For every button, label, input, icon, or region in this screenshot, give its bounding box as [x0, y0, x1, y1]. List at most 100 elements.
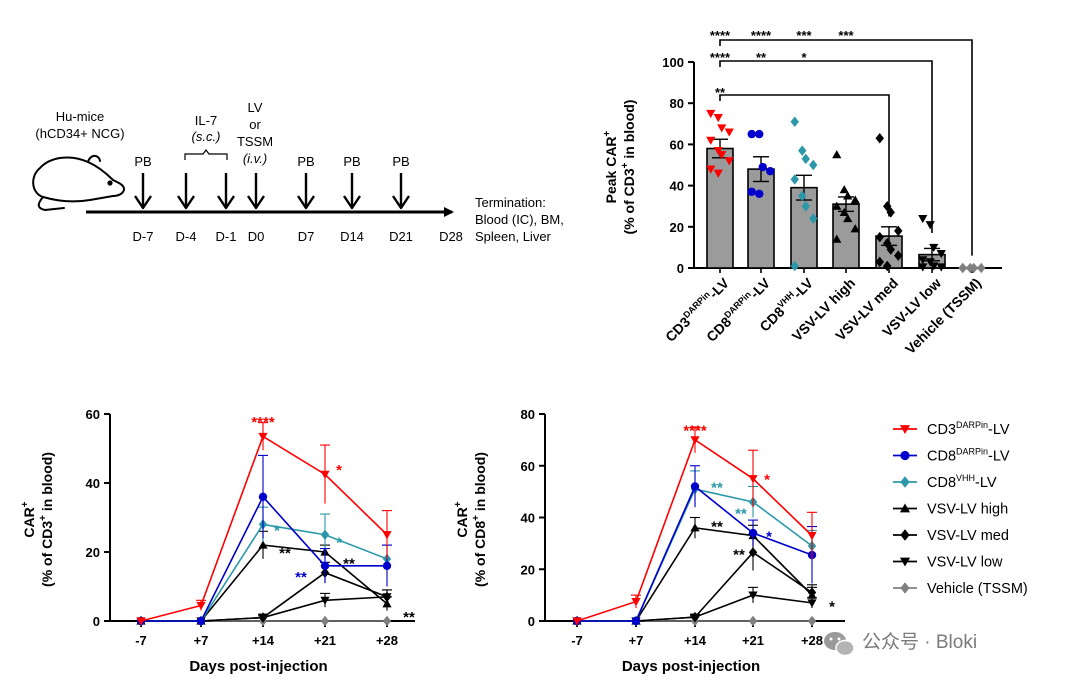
- watermark: 公众号 · Bloki: [824, 631, 977, 657]
- legend: CD3DARPin-LV CD8DARPin-LV CD8VHH-LV VSV-LV …: [893, 420, 1028, 597]
- series-point: [382, 599, 392, 608]
- line-x-tick-label: +7: [629, 633, 644, 648]
- bar-data-point: [918, 256, 928, 265]
- significance-bracket: [719, 94, 890, 217]
- significance-stars: **: [735, 505, 747, 522]
- significance-stars: ****: [751, 28, 772, 43]
- legend-label: CD3DARPin-LV: [927, 420, 1010, 438]
- bar-data-point: [894, 250, 903, 261]
- host-line1: Hu-mice: [56, 109, 104, 124]
- lv-label: LV: [248, 100, 263, 115]
- legend-label: CD8VHH-LV: [927, 473, 997, 491]
- bar-data-point: [801, 153, 810, 165]
- significance-stars: *: [766, 529, 772, 546]
- line-x-tick-label: -7: [571, 633, 583, 648]
- pb-label: PB: [297, 154, 314, 169]
- day-label: D14: [340, 229, 364, 244]
- line-y-axis-title: CAR+(% of CD8+ in blood): [453, 452, 488, 587]
- pb-labels: PB PB PB PB: [134, 154, 409, 169]
- bar-data-point: [747, 129, 756, 139]
- significance-stars: ****: [683, 423, 707, 440]
- line-y-axis-title-line2: (% of CD8+ in blood): [471, 452, 488, 587]
- day-label: D21: [389, 229, 413, 244]
- significance-stars: **: [343, 555, 355, 572]
- legend-label: CD8DARPin-LV: [927, 447, 1010, 465]
- bar-data-point: [850, 224, 860, 233]
- line-y-axis-title-line2: (% of CD3+ in blood): [38, 452, 55, 587]
- series-point: [258, 612, 268, 623]
- line-y-tick-label: 80: [521, 407, 535, 422]
- watermark-text: 公众号 · Bloki: [862, 631, 977, 653]
- line-y-tick-label: 0: [528, 614, 535, 629]
- significance-stars: *: [336, 535, 342, 552]
- series-point: [748, 591, 758, 600]
- bar-data-point: [936, 263, 946, 272]
- bar: [747, 168, 775, 269]
- bar-data-point: [832, 234, 842, 243]
- bar-data-point: [875, 231, 884, 243]
- significance-stars: **: [715, 85, 726, 100]
- bar-data-point: [929, 243, 939, 253]
- line-x-tick-label: +28: [801, 633, 823, 648]
- bar: [790, 186, 818, 269]
- day-label: D0: [248, 229, 265, 244]
- legend-label: VSV-LV med: [927, 528, 1009, 544]
- bar-data-point: [801, 200, 810, 212]
- bar-y-tick-label: 20: [670, 220, 684, 235]
- termination-line1: Termination:: [475, 195, 546, 210]
- line-x-tick-label: +7: [194, 633, 209, 648]
- series-point: [748, 475, 758, 484]
- legend-marker: [899, 557, 911, 567]
- series-point: [136, 617, 146, 626]
- line-y-tick-label: 60: [86, 407, 100, 422]
- legend-label: VSV-LV high: [927, 502, 1008, 518]
- series-point: [690, 482, 700, 491]
- significance-stars: ***: [838, 28, 854, 43]
- bar-data-point: [798, 190, 807, 202]
- significance-stars: *: [801, 50, 807, 65]
- series-point: [807, 532, 817, 541]
- line-y-tick-label: 40: [521, 511, 535, 526]
- series-point: [690, 436, 700, 445]
- dose-arrow-head: [247, 195, 265, 210]
- bar-data-point: [706, 165, 716, 174]
- significance-stars: **: [711, 518, 723, 535]
- significance-stars: *: [274, 523, 280, 540]
- line-y-tick-label: 40: [86, 476, 100, 491]
- significance-stars: *: [764, 472, 770, 489]
- bar-data-point: [724, 157, 734, 166]
- series-point: [320, 596, 330, 605]
- series-point: [690, 611, 700, 623]
- line-y-tick-label: 20: [86, 545, 100, 560]
- bar-y-tick-label: 100: [662, 55, 684, 70]
- line-x-tick-label: -7: [135, 633, 147, 648]
- significance-stars: **: [295, 569, 307, 586]
- significance-stars: **: [403, 609, 415, 626]
- line-y-axis-title-line1: CAR+: [20, 501, 37, 537]
- day-label: D-7: [133, 229, 154, 244]
- day-label: D-4: [176, 229, 197, 244]
- series-point: [631, 616, 641, 626]
- car-cd8-line-chart: 0 20 40 60 80 -7 +7 +14 +21 +28 Days post-injectio…: [453, 407, 845, 675]
- bar-data-point: [755, 189, 764, 199]
- day-label: D7: [298, 229, 315, 244]
- schematic: Hu-mice (hCD34+ NCG) IL-7 (s.c.) LV or T…: [32, 100, 564, 244]
- legend-marker: [900, 450, 910, 461]
- mouse-icon: [32, 154, 125, 211]
- lv-route: (i.v.): [243, 151, 267, 166]
- significance-stars: ****: [710, 28, 731, 43]
- line-x-tick-label: +21: [742, 633, 764, 648]
- bar-data-point: [839, 185, 849, 194]
- pb-label: PB: [392, 154, 409, 169]
- termination-line2: Blood (IC), BM,: [475, 212, 564, 227]
- day-label: D-1: [216, 229, 237, 244]
- bar-data-point: [717, 124, 727, 133]
- tssm-label: TSSM: [237, 134, 273, 149]
- bar-data-point: [706, 136, 716, 145]
- line-x-axis-title: Days post-injection: [189, 658, 327, 675]
- significance-stars: ***: [796, 28, 812, 43]
- bar-data-point: [713, 147, 723, 156]
- peak-car-bar-chart: 0 20 40 60 80 100 Peak CAR+(% of CD3+ in blood…: [602, 28, 1002, 357]
- bar-data-point: [790, 116, 799, 127]
- bar-data-point: [843, 191, 853, 200]
